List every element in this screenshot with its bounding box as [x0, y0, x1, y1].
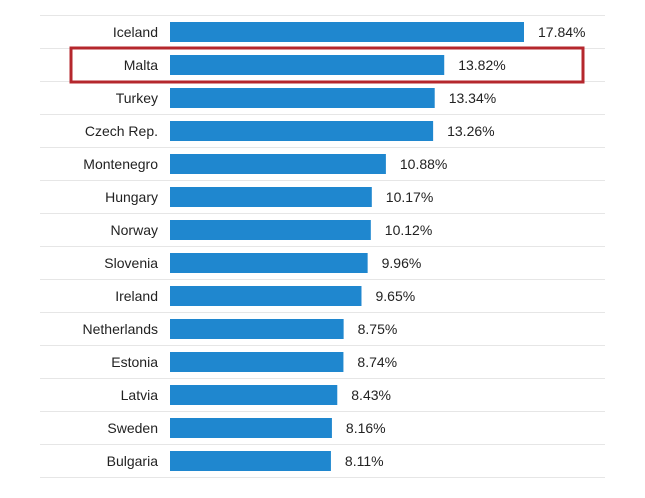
category-label: Hungary	[105, 189, 158, 205]
category-label: Estonia	[111, 354, 158, 370]
bar	[170, 220, 371, 240]
value-label: 8.16%	[346, 420, 386, 436]
category-label: Malta	[124, 57, 158, 73]
category-label: Turkey	[116, 90, 158, 106]
value-label: 17.84%	[538, 24, 585, 40]
category-label: Ireland	[115, 288, 158, 304]
value-label: 13.26%	[447, 123, 494, 139]
value-label: 10.12%	[385, 222, 432, 238]
bar	[170, 121, 434, 141]
value-label: 9.65%	[375, 288, 415, 304]
bar	[170, 286, 362, 306]
bar	[170, 451, 331, 471]
value-label: 10.17%	[386, 189, 433, 205]
bar	[170, 352, 344, 372]
category-label: Latvia	[121, 387, 159, 403]
value-label: 13.34%	[449, 90, 496, 106]
value-labels: 17.84% 13.82% 13.34% 13.26% 10.88% 10.17% 10.1…	[345, 24, 586, 469]
category-label: Sweden	[107, 420, 158, 436]
value-label: 8.74%	[357, 354, 397, 370]
value-label: 13.82%	[458, 57, 505, 73]
value-label: 8.75%	[358, 321, 398, 337]
value-label: 8.43%	[351, 387, 391, 403]
value-label: 10.88%	[400, 156, 447, 172]
bar	[170, 385, 338, 405]
category-label: Norway	[111, 222, 158, 238]
bars	[170, 22, 524, 471]
category-labels: Iceland Malta Turkey Czech Rep. Montenegro Hu…	[83, 24, 159, 469]
highlight	[69, 46, 585, 84]
bar	[170, 319, 344, 339]
bar	[170, 88, 435, 108]
category-label: Slovenia	[104, 255, 158, 271]
highlight-box	[69, 46, 585, 84]
bar	[170, 418, 332, 438]
bar	[170, 253, 368, 273]
bar	[170, 187, 372, 207]
category-label: Netherlands	[83, 321, 159, 337]
gridlines	[40, 15, 605, 478]
value-label: 9.96%	[382, 255, 422, 271]
bar	[170, 55, 445, 75]
category-label: Bulgaria	[107, 453, 159, 469]
bar	[170, 22, 524, 42]
category-label: Iceland	[113, 24, 158, 40]
category-label: Montenegro	[83, 156, 158, 172]
category-label: Czech Rep.	[85, 123, 158, 139]
value-label: 8.11%	[345, 453, 384, 469]
bar	[170, 154, 386, 174]
